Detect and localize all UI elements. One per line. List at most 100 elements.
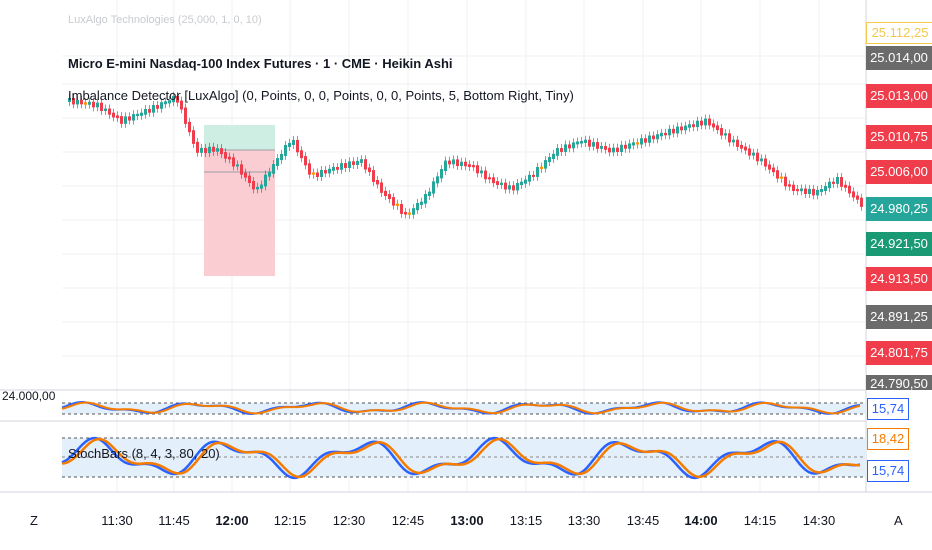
candle [248,175,251,183]
candle [448,160,451,165]
candle [428,191,431,197]
candle [148,108,151,113]
candle [504,182,507,190]
candle [736,139,739,147]
indicator-legend[interactable]: Imbalance Detector [LuxAlgo] (0, Points,… [68,88,574,103]
candle [660,132,663,137]
time-label: 12:15 [273,513,307,528]
candle [832,181,835,184]
candle [820,189,823,192]
candle [684,125,687,131]
candle [668,128,671,136]
price-tag-8: 24.913,50 [866,267,932,291]
time-label: 14:30 [802,513,836,528]
candle [280,153,283,161]
candle [680,126,683,131]
candle [168,100,171,104]
candle [604,145,607,150]
candle [184,107,187,124]
candle [336,166,339,170]
candle [540,166,543,170]
time-label: 14:15 [743,513,777,528]
candle [196,141,199,153]
candle [612,147,615,153]
chart-grid [62,0,866,492]
candle [400,204,403,214]
candle [108,108,111,115]
candle [636,142,639,145]
candle [372,170,375,182]
candle [452,159,455,165]
candle [384,190,387,197]
candle [708,118,711,126]
candle [592,142,595,147]
auto-scale-button[interactable]: A [894,513,903,528]
candle [332,166,335,171]
candle [436,176,439,184]
candle [392,197,395,206]
candle [112,112,115,118]
candle [804,188,807,194]
candle [480,170,483,174]
candle [456,159,459,167]
candle [348,161,351,168]
candle [568,144,571,149]
candle [764,158,767,167]
candle [720,128,723,136]
candle [176,95,179,103]
candle [100,102,103,111]
candle [144,108,147,115]
candle [412,208,415,215]
stochbars-legend[interactable]: StochBars (8, 4, 3, 80, 20) [68,446,220,461]
candle [688,124,691,128]
candle [136,113,139,117]
candle [432,181,435,194]
candle [272,164,275,174]
candle [760,158,763,162]
candle [388,194,391,200]
imbalance-box-bull [204,125,275,150]
candle [716,125,719,131]
candle [812,188,815,196]
candle [672,128,675,134]
cut-scale-label: 24.000,00 [2,389,56,403]
candle [728,133,731,143]
candle [260,184,263,189]
osc-upper-d-line [61,401,861,415]
symbol-title[interactable]: Micro E-mini Nasdaq-100 Index Futures · … [68,56,453,71]
candle [516,183,519,191]
time-label: 12:30 [332,513,366,528]
candle [80,99,83,105]
candle [548,157,551,163]
candle [608,147,611,153]
candle [740,144,743,149]
candle [776,170,779,179]
candle [340,163,343,170]
candle [724,133,727,136]
candle [852,191,855,198]
candle [596,142,599,149]
candle [580,140,583,144]
candle [212,146,215,152]
candle [228,156,231,160]
price-tag-3: 25.013,00 [866,84,932,108]
candle [416,202,419,211]
candle [556,148,559,156]
candle [124,116,127,124]
timezone-button[interactable]: Z [30,513,38,528]
candles-series [68,91,863,219]
candle [156,105,159,109]
candle [88,101,91,105]
candle [528,174,531,182]
candle [780,176,783,179]
time-label: 13:45 [626,513,660,528]
candle [208,146,211,154]
candle [640,138,643,145]
candle [164,101,167,105]
candle [584,139,587,143]
candle [300,150,303,159]
candle [644,138,647,143]
candle [524,179,527,184]
candle [792,184,795,191]
